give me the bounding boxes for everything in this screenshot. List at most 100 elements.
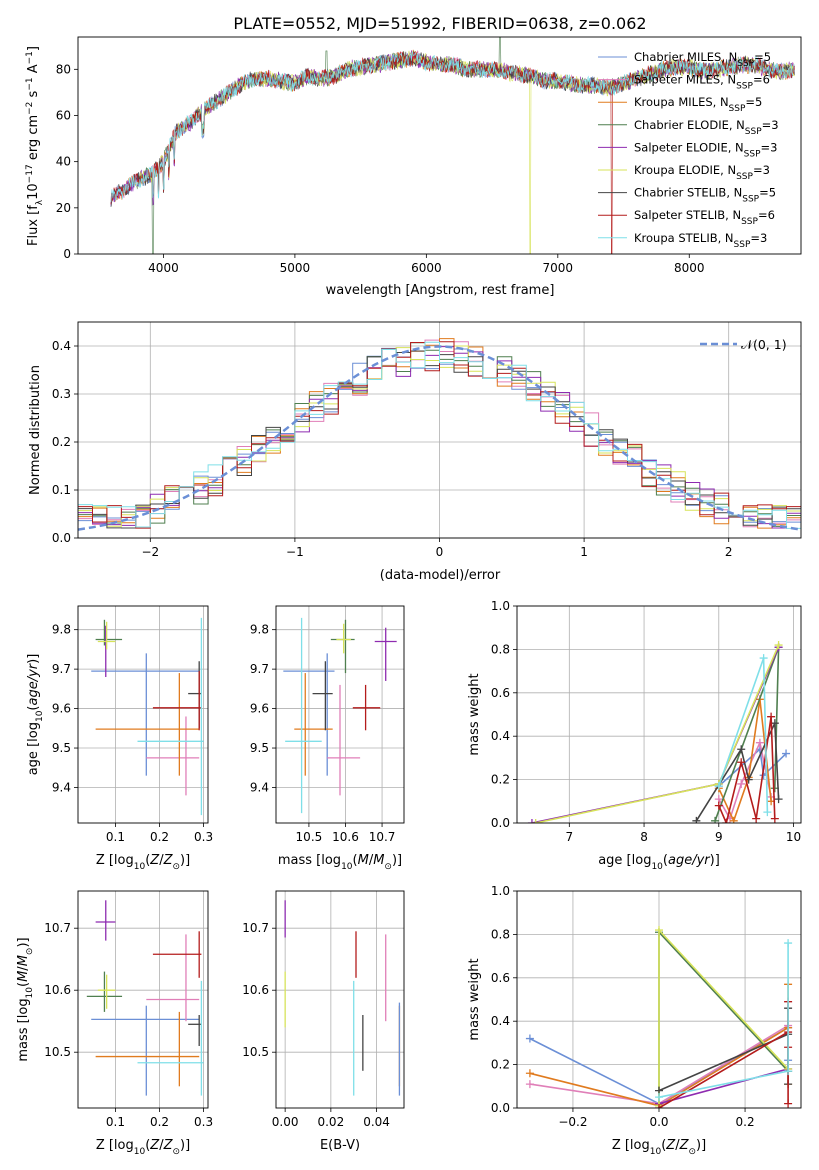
- mass-weight-vs-z-marker-kroupa-elodie: [655, 926, 663, 935]
- mass-vs-z-ylabel-part: M: [16, 971, 31, 982]
- mass-weight-vs-z-xlabel-part: 10: [650, 1147, 662, 1157]
- age-vs-z-ylabel: age [log10(age/yr)]: [26, 654, 45, 776]
- legend-entry-chabrier-stelib-part: =5: [759, 186, 776, 200]
- age-vs-z-frame: [77, 605, 209, 824]
- mass-weight-vs-z-xlabel-part: ⊙: [688, 1147, 696, 1157]
- age-vs-mass-errorbar-salpeter-miles: [327, 684, 361, 796]
- legend-entry-chabrier-stelib-part: Chabrier STELIB, N: [634, 186, 742, 200]
- age-vs-mass-xlabel-part: (: [353, 853, 358, 868]
- mass-weight-vs-z-xlabel-part: )]: [696, 1138, 706, 1153]
- age-vs-mass-ytick-label: 9.6: [250, 702, 269, 716]
- mass-weight-vs-age-ytick-label: 1.0: [491, 599, 510, 613]
- histogram-legend-label: 𝒩(0, 1): [741, 337, 787, 352]
- age-vs-z-errorbar-salpeter-stelib: [152, 671, 202, 731]
- age-vs-mass-xlabel-part: mass [log: [278, 853, 341, 868]
- mass-weight-vs-age-xtick-label: 10: [786, 830, 801, 844]
- mass-vs-z-xlabel-part: 10: [134, 1147, 146, 1157]
- mass-vs-z-ylabel-part: 10: [25, 987, 35, 999]
- mass-vs-z-xlabel-part: Z: [149, 1138, 160, 1153]
- mass-weight-vs-z-xlabel-part: Z: [665, 1138, 676, 1153]
- legend-entry-kroupa-elodie-part: Kroupa ELODIE, N: [634, 163, 736, 177]
- spectrum-ylabel-part: s: [26, 90, 41, 101]
- age-vs-z-xlabel-part: ⊙: [172, 862, 180, 872]
- legend-entry-kroupa-miles-part: SSP: [729, 104, 746, 114]
- mass-vs-z-errorbar-salpeter-elodie: [95, 900, 116, 941]
- mass-weight-vs-z-ytick-label: 0.4: [491, 1014, 510, 1028]
- mass-weight-vs-age-series-salpeter-stelib: [714, 712, 779, 823]
- legend-entry-chabrier-stelib-part: SSP: [742, 195, 759, 205]
- age-vs-mass-xtick-label: 10.7: [369, 830, 396, 844]
- spectrum-ylabel-part: erg cm: [26, 115, 41, 164]
- legend-entry-salpeter-miles-part: SSP: [736, 82, 753, 92]
- mass-weight-vs-z-ytick-label: 0.8: [491, 927, 510, 941]
- legend-entry-salpeter-miles-part: =6: [753, 73, 770, 87]
- age-vs-z-ytick-label: 9.5: [52, 741, 71, 755]
- mass-weight-vs-age-marker-chabrier-stelib: [692, 816, 701, 823]
- mass-weight-vs-z-marker-salpeter-stelib: [784, 1099, 793, 1108]
- age-vs-mass-errorbar-salpeter-stelib: [352, 684, 381, 731]
- mass-weight-vs-age-xlabel-part: (: [663, 853, 668, 868]
- legend-entry-kroupa-miles-part: Kroupa MILES, N: [634, 95, 729, 109]
- mass-vs-ebv-axes: 0.00 0.02 0.04 10.5 10.6 10.7: [242, 891, 404, 1129]
- spectrum-ylabel-part: −17: [25, 164, 35, 183]
- legend-entry-kroupa-elodie-part: =3: [753, 163, 770, 177]
- legend-entry-salpeter-elodie-part: =3: [761, 140, 778, 154]
- age-vs-z-errorbar-chabrier-miles: [91, 653, 200, 776]
- mass-weight-vs-z-xlabel-part: /: [675, 1138, 680, 1153]
- age-vs-mass-errorbar-kroupa-elodie: [336, 623, 351, 654]
- age-vs-z-axes: 0.1 0.2 0.3 9.4 9.5 9.6 9.7 9.8: [52, 606, 213, 844]
- mass-weight-vs-age-ytick-label: 0.6: [491, 686, 510, 700]
- spectrum-line-kroupa-stelib: [110, 51, 795, 203]
- age-vs-z-ytick-label: 9.8: [52, 623, 71, 637]
- mass-vs-z-errorbar-chabrier-elodie: [86, 971, 123, 1012]
- histogram-ytick-label: 0.0: [52, 531, 71, 545]
- mass-weight-vs-z-ytick-label: 0.0: [491, 1101, 510, 1115]
- age-vs-mass-errorbar-salpeter-elodie: [374, 627, 397, 681]
- mass-vs-z-ytick-label: 10.5: [44, 1045, 71, 1059]
- legend-entry-salpeter-miles-part: Salpeter MILES, N: [634, 73, 736, 87]
- histogram-xtick-label: −1: [286, 545, 304, 559]
- age-vs-z-errorbar-kroupa-stelib: [137, 617, 204, 816]
- mass-vs-ebv-ytick-label: 10.6: [242, 983, 269, 997]
- histogram-ytick-label: 0.1: [52, 483, 71, 497]
- mass-vs-ebv-xtick-label: 0.02: [317, 1115, 344, 1129]
- mass-vs-z-xlabel: Z [log10(Z/Z⊙)]: [96, 1138, 190, 1157]
- spectrum-ytick-label: 20: [56, 201, 71, 215]
- mass-weight-vs-age-xlabel: age [log10(age/yr)]: [598, 853, 720, 872]
- mass-vs-z-errorbar-chabrier-miles: [91, 1005, 200, 1096]
- legend-entry-kroupa-stelib-part: Kroupa STELIB, N: [634, 231, 734, 245]
- age-vs-z-errorbar-kroupa-elodie: [97, 621, 116, 650]
- age-vs-z-ylabel-part: age [log: [26, 722, 41, 775]
- mass-vs-z-xlabel-part: ⊙: [172, 1147, 180, 1157]
- mass-weight-vs-age-marker-salpeter-stelib: [770, 814, 779, 823]
- mass-vs-z-ylabel-part: )]: [16, 937, 31, 947]
- mass-weight-vs-age-marker-kroupa-elodie: [531, 819, 540, 823]
- mass-vs-z-errorbar-kroupa-elodie: [97, 974, 116, 1009]
- mass-weight-vs-z-ytick-label: 1.0: [491, 884, 510, 898]
- age-vs-z-xlabel: Z [log10(Z/Z⊙)]: [96, 853, 190, 872]
- spectrum-xtick-label: 8000: [674, 261, 705, 275]
- spectrum-frame: [77, 36, 802, 255]
- mass-vs-ebv-ytick-label: 10.7: [242, 921, 269, 935]
- age-vs-z-ytick-label: 9.7: [52, 662, 71, 676]
- mass-weight-vs-z-xlabel: Z [log10(Z/Z⊙)]: [612, 1138, 706, 1157]
- mass-weight-vs-z-marker-kroupa-miles: [525, 1069, 534, 1078]
- mass-vs-z-axes: 0.1 0.2 0.3 10.5 10.6 10.7: [44, 891, 213, 1129]
- age-vs-mass-xlabel-part: /: [369, 853, 374, 868]
- mass-vs-z-ytick-label: 10.7: [44, 921, 71, 935]
- age-vs-mass-xlabel-part: M: [358, 853, 369, 868]
- mass-vs-ebv-ytick-label: 10.5: [242, 1045, 269, 1059]
- spectrum-xtick-label: 4000: [148, 261, 179, 275]
- mass-weight-vs-z-xlabel-part: Z [log: [612, 1138, 650, 1153]
- mass-weight-vs-age-marker-salpeter-stelib: [767, 712, 776, 721]
- mass-weight-vs-z-marker-kroupa-stelib: [784, 939, 793, 948]
- mass-weight-vs-z-xtick-label: 0.2: [736, 1115, 755, 1129]
- spectrum-axes: 4000 5000 6000 7000 8000 0 20 40 60 80: [56, 62, 705, 275]
- mass-vs-z-xtick-label: 0.2: [150, 1115, 169, 1129]
- legend-entry-kroupa-stelib-part: SSP: [734, 240, 751, 250]
- mass-vs-z-ylabel-part: M: [16, 955, 31, 966]
- age-vs-z-xtick-label: 0.2: [150, 830, 169, 844]
- legend-entry-kroupa-elodie-part: SSP: [736, 172, 753, 182]
- age-vs-mass-xtick-label: 10.6: [332, 830, 359, 844]
- legend-entry-salpeter-stelib-part: =6: [758, 208, 775, 222]
